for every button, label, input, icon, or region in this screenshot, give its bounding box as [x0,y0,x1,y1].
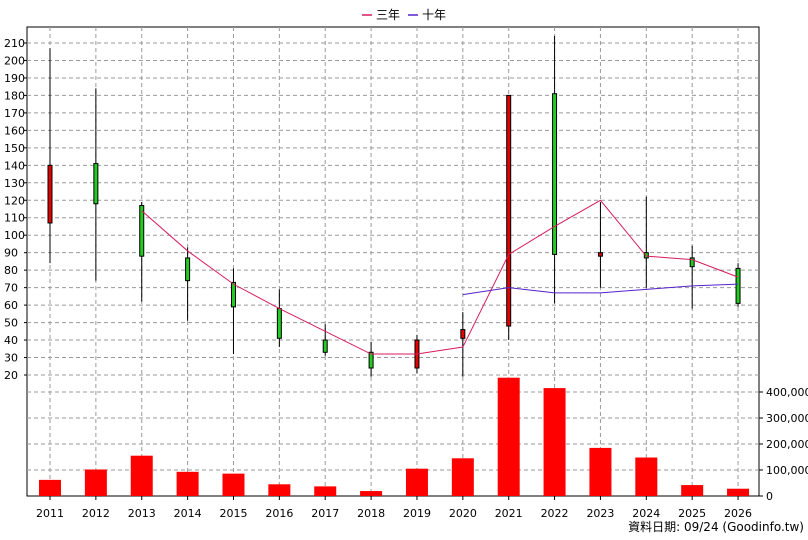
price-tick-label: 90 [4,247,18,260]
candle-body [230,281,236,308]
year-tick-label: 2022 [541,507,569,520]
candlesticks [47,36,741,377]
year-tick-label: 2025 [678,507,706,520]
price-tick-label: 200 [4,54,25,67]
price-tick-label: 210 [4,37,25,50]
candle-body [597,252,603,257]
candle-body [185,257,191,282]
year-tick-label: 2024 [632,507,660,520]
legend: 三年 十年 [362,8,446,22]
volume-bar [681,485,704,496]
volume-bar [589,447,612,496]
price-tick-label: 70 [4,282,18,295]
candle-body [735,267,741,304]
series-line [141,199,739,355]
candle-body [552,93,558,255]
price-tick-label: 180 [4,89,25,102]
price-tick-label: 50 [4,317,18,330]
price-tick-label: 190 [4,72,25,85]
candle-body [643,252,649,259]
candle-body [322,339,328,353]
year-tick-label: 2015 [219,507,247,520]
price-tick-label: 140 [4,159,25,172]
candle-body [276,308,282,339]
year-tick-label: 2014 [174,507,202,520]
candle-body [460,329,466,339]
volume-bar [497,377,520,496]
year-tick-label: 2016 [265,507,293,520]
price-tick-label: 40 [4,334,18,347]
volume-bars [39,377,750,496]
year-tick-label: 2019 [403,507,431,520]
volume-bar [39,479,61,496]
price-tick-label: 60 [4,299,18,312]
legend-label: 十年 [422,8,446,22]
year-tick-label: 2017 [311,507,339,520]
moving-average-lines [141,199,739,355]
candle-body [506,94,512,327]
grid [27,27,759,496]
candle-body [47,164,53,224]
price-tick-label: 30 [4,352,18,365]
volume-bar [451,458,474,496]
series-line [462,283,739,296]
volume-bar [130,455,153,496]
price-tick-label: 170 [4,107,25,120]
year-tick-label: 2011 [36,507,64,520]
axes: 20 30 40 50 60 70 80 90 100 110 120 130 140 150 160 170… [4,37,808,520]
year-tick-label: 2012 [82,507,110,520]
price-tick-label: 80 [4,264,18,277]
price-tick-label: 160 [4,124,25,137]
volume-bar [727,488,750,496]
volume-bar [222,473,245,496]
price-tick-label: 110 [4,212,25,225]
volume-bar [176,471,199,496]
price-tick-label: 120 [4,194,25,207]
data-date-footer: 資料日期: 09/24 (Goodinfo.tw) [628,520,804,534]
candle-body [93,163,99,205]
volume-bar [635,457,658,496]
volume-bar [268,484,291,496]
candle-body [689,257,695,268]
price-tick-label: 100 [4,229,25,242]
volume-bar [360,491,383,496]
volume-tick-label: 300,000 [766,412,808,425]
year-tick-label: 2026 [724,507,752,520]
legend-label: 三年 [376,8,400,22]
year-tick-label: 2018 [357,507,385,520]
volume-tick-label: 200,000 [766,438,808,451]
price-tick-label: 150 [4,142,25,155]
volume-tick-label: 400,000 [766,386,808,399]
volume-tick-label: 100,000 [766,464,808,477]
year-tick-label: 2023 [586,507,614,520]
year-tick-label: 2020 [449,507,477,520]
volume-bar [314,486,337,496]
year-tick-label: 2021 [495,507,523,520]
price-tick-label: 130 [4,177,25,190]
volume-bar [405,468,428,496]
plot-frame [26,26,760,497]
price-tick-label: 20 [4,369,18,382]
candle-body [139,205,145,257]
volume-bar [84,469,107,496]
candle-body [368,351,374,369]
year-tick-label: 2013 [128,507,156,520]
volume-tick-label: 0 [766,490,773,503]
volume-bar [543,388,566,496]
